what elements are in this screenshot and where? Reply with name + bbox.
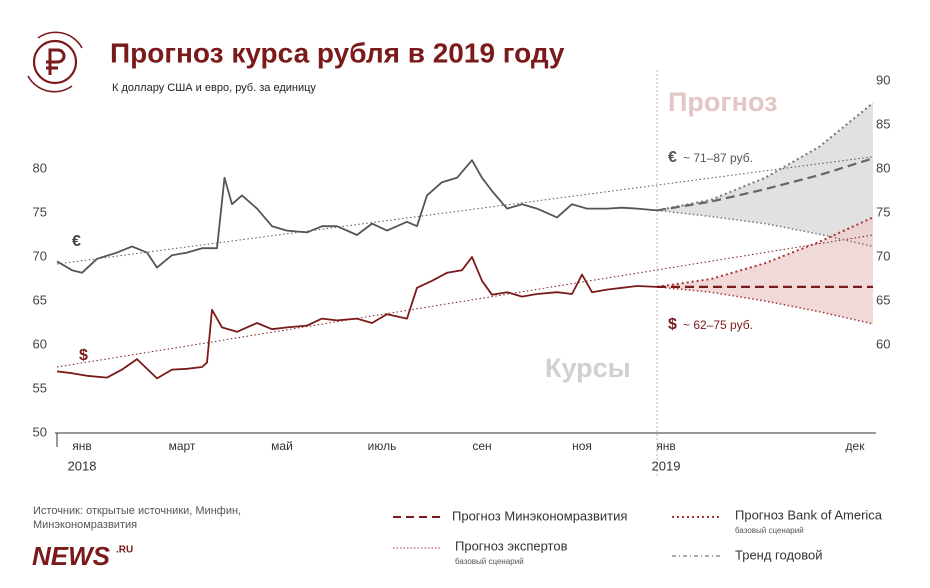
y2-tick-label: 75 bbox=[876, 204, 890, 219]
trend-line bbox=[56, 156, 874, 265]
year-label: 2019 bbox=[652, 458, 681, 473]
usd-symbol: $ bbox=[668, 316, 677, 333]
forecast-lower bbox=[656, 209, 874, 248]
usd-range: ~ 62–75 руб. bbox=[683, 318, 753, 332]
y2-tick-label: 60 bbox=[876, 336, 890, 351]
forecast-label: Прогноз bbox=[668, 87, 778, 117]
chart-title: Прогноз курса рубля в 2019 году bbox=[110, 37, 565, 68]
source: Источник: открытые источники, Минфин, bbox=[33, 505, 241, 517]
y2-tick-label: 65 bbox=[876, 292, 890, 307]
y2-tick-label: 70 bbox=[876, 248, 890, 263]
legend-label: Прогноз экспертов bbox=[455, 538, 568, 553]
eur-range: ~ 71–87 руб. bbox=[683, 151, 753, 165]
forecast-area bbox=[657, 103, 873, 247]
year-label: 2018 bbox=[68, 458, 97, 473]
y-tick-label: 70 bbox=[33, 248, 47, 263]
y-tick-label: 50 bbox=[33, 424, 47, 439]
y2-tick-label: 90 bbox=[876, 72, 890, 87]
x-tick-label: янв bbox=[72, 439, 92, 453]
chart-subtitle: К доллару США и евро, руб. за единицу bbox=[112, 82, 316, 94]
series-line bbox=[56, 256, 658, 380]
ruble-icon bbox=[27, 31, 83, 93]
forecast-upper bbox=[656, 102, 874, 212]
x-tick-label: июль bbox=[368, 439, 397, 453]
forecast-area bbox=[657, 217, 873, 324]
x-tick-label: март bbox=[169, 439, 196, 453]
y-tick-label: 60 bbox=[33, 336, 47, 351]
y-tick-label: 55 bbox=[33, 380, 47, 395]
y-tick-label: 75 bbox=[33, 204, 47, 219]
eur-line-label: € bbox=[72, 233, 81, 250]
x-tick-label: май bbox=[271, 439, 293, 453]
x-tick-label: сен bbox=[472, 439, 491, 453]
legend-label: Прогноз Bank of America bbox=[735, 507, 883, 522]
x-tick-label: янв bbox=[656, 439, 676, 453]
y2-tick-label: 85 bbox=[876, 116, 890, 131]
legend-sublabel: базовый сценарий bbox=[735, 526, 804, 535]
eur-symbol: € bbox=[668, 149, 677, 166]
logo-suffix: .RU bbox=[116, 545, 133, 556]
y-tick-label: 80 bbox=[33, 160, 47, 175]
forecast-minek bbox=[656, 157, 874, 212]
legend-label: Прогноз Минэкономразвития bbox=[452, 508, 627, 523]
y-tick-label: 65 bbox=[33, 292, 47, 307]
y2-tick-label: 80 bbox=[876, 160, 890, 175]
trend-line bbox=[56, 234, 874, 368]
legend-sublabel: базовый сценарий bbox=[455, 557, 524, 566]
rates-label: Курсы bbox=[545, 353, 631, 383]
forecast-lower bbox=[656, 286, 874, 325]
usd-line-label: $ bbox=[79, 347, 88, 364]
series-line bbox=[56, 159, 658, 274]
x-tick-label: ноя bbox=[572, 439, 592, 453]
x-tick-label: дек bbox=[846, 439, 866, 453]
source: Минэкономразвития bbox=[33, 519, 137, 531]
forecast-upper bbox=[656, 216, 874, 288]
legend-label: Тренд годовой bbox=[735, 547, 823, 562]
logo: NEWS bbox=[32, 541, 111, 571]
